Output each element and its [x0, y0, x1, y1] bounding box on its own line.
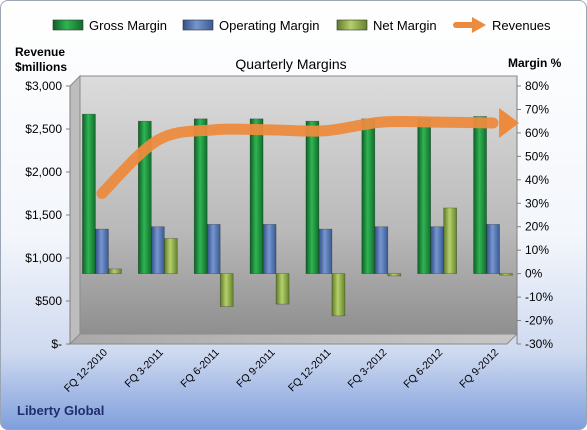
left-axis-title-line-2: $millions	[15, 60, 67, 74]
revenues-point-fq-12-2011	[324, 129, 327, 132]
bar-operating-margin-fq-9-2011	[262, 224, 277, 274]
bar-operating-margin-fq-3-2011	[151, 226, 165, 274]
revenues-point-fq-9-2012	[492, 121, 495, 124]
bar-net-margin-fq-3-2011	[164, 238, 178, 274]
left-tick-label: $500	[35, 294, 62, 308]
legend-label-net-margin: Net Margin	[373, 18, 437, 33]
bar-gross-margin-fq-12-2011	[305, 120, 320, 274]
right-axis-title: Margin %	[508, 56, 562, 70]
bar-operating-margin-fq-3-2012	[374, 226, 389, 274]
bar-gross-margin-fq-9-2011	[249, 118, 264, 274]
chart-legend: Gross Margin Operating Margin Net Margin Re…	[52, 17, 551, 33]
category-label-fq-12-2011: FQ 12-2011	[286, 347, 334, 395]
bar-gross-margin-fq-6-2011	[193, 118, 208, 274]
right-tick-label: 60%	[525, 126, 549, 140]
bar-operating-margin-fq-9-2012	[486, 224, 500, 274]
revenues-arrowhead	[499, 107, 520, 138]
revenues-point-fq-3-2011	[156, 139, 159, 142]
left-tick-label: $2,000	[25, 165, 62, 179]
left-tick-label: $2,500	[25, 122, 62, 136]
legend-label-revenues: Revenues	[492, 18, 551, 33]
bar-net-margin-fq-9-2012	[499, 273, 513, 276]
left-tick-label: $1,000	[25, 251, 62, 265]
bar-net-margin-fq-3-2012	[387, 273, 402, 277]
floor	[68, 333, 519, 345]
category-label-fq-9-2011: FQ 9-2011	[234, 347, 278, 391]
legend-swatch-operating-margin	[182, 19, 214, 31]
company-name: Liberty Global	[17, 403, 105, 418]
bar-gross-margin-fq-9-2012	[473, 116, 487, 274]
category-label-fq-6-2011: FQ 6-2011	[178, 347, 222, 391]
bar-net-margin-fq-12-2010	[108, 268, 122, 274]
right-tick-label: 40%	[525, 173, 549, 187]
chart-title: Quarterly Margins	[235, 56, 346, 72]
right-tick-label: 10%	[525, 243, 549, 257]
revenues-point-fq-6-2012	[436, 121, 439, 124]
right-tick-label: 50%	[525, 149, 549, 163]
right-tick-label: 30%	[525, 196, 549, 210]
right-tick-label: 20%	[525, 220, 549, 234]
revenues-point-fq-3-2012	[380, 121, 383, 124]
category-label-fq-3-2012: FQ 3-2012	[345, 347, 389, 391]
category-label-fq-6-2012: FQ 6-2012	[401, 347, 445, 391]
category-label-fq-3-2011: FQ 3-2011	[123, 347, 167, 391]
bar-operating-margin-fq-6-2011	[206, 224, 221, 274]
left-axis-title-line-1: Revenue	[15, 45, 65, 59]
bar-net-margin-fq-6-2011	[219, 273, 234, 307]
bar-net-margin-fq-6-2012	[443, 207, 457, 274]
left-tick-label: $-	[51, 337, 62, 351]
right-tick-label: 0%	[525, 267, 543, 281]
category-label-fq-9-2012: FQ 9-2012	[457, 347, 501, 391]
bar-operating-margin-fq-12-2010	[95, 228, 109, 274]
left-tick-label: $3,000	[25, 79, 62, 93]
right-tick-label: 80%	[525, 79, 549, 93]
legend-swatch-gross-margin	[52, 19, 84, 31]
legend-swatch-net-margin	[336, 19, 368, 31]
bar-gross-margin-fq-12-2010	[82, 113, 96, 274]
bar-operating-margin-fq-6-2012	[430, 226, 444, 274]
right-tick-label: 70%	[525, 102, 549, 116]
bar-net-margin-fq-9-2011	[275, 273, 290, 305]
revenues-point-fq-9-2011	[268, 128, 271, 131]
left-tick-label: $1,500	[25, 208, 62, 222]
right-tick-label: -10%	[525, 290, 553, 304]
revenues-point-fq-6-2011	[212, 128, 215, 131]
side-wall	[69, 74, 81, 346]
legend-label-gross-margin: Gross Margin	[89, 18, 167, 33]
bar-gross-margin-fq-3-2012	[361, 118, 376, 274]
bar-gross-margin-fq-6-2012	[417, 118, 431, 274]
revenues-point-fq-12-2010	[100, 192, 103, 195]
legend-label-operating-margin: Operating Margin	[219, 18, 319, 33]
category-label-fq-12-2010: FQ 12-2010	[62, 347, 110, 395]
bar-net-margin-fq-12-2011	[331, 273, 346, 317]
right-tick-label: -20%	[525, 314, 553, 328]
right-tick-label: -30%	[525, 337, 553, 351]
bar-operating-margin-fq-12-2011	[318, 228, 333, 274]
legend-arrow-revenues	[472, 17, 486, 33]
